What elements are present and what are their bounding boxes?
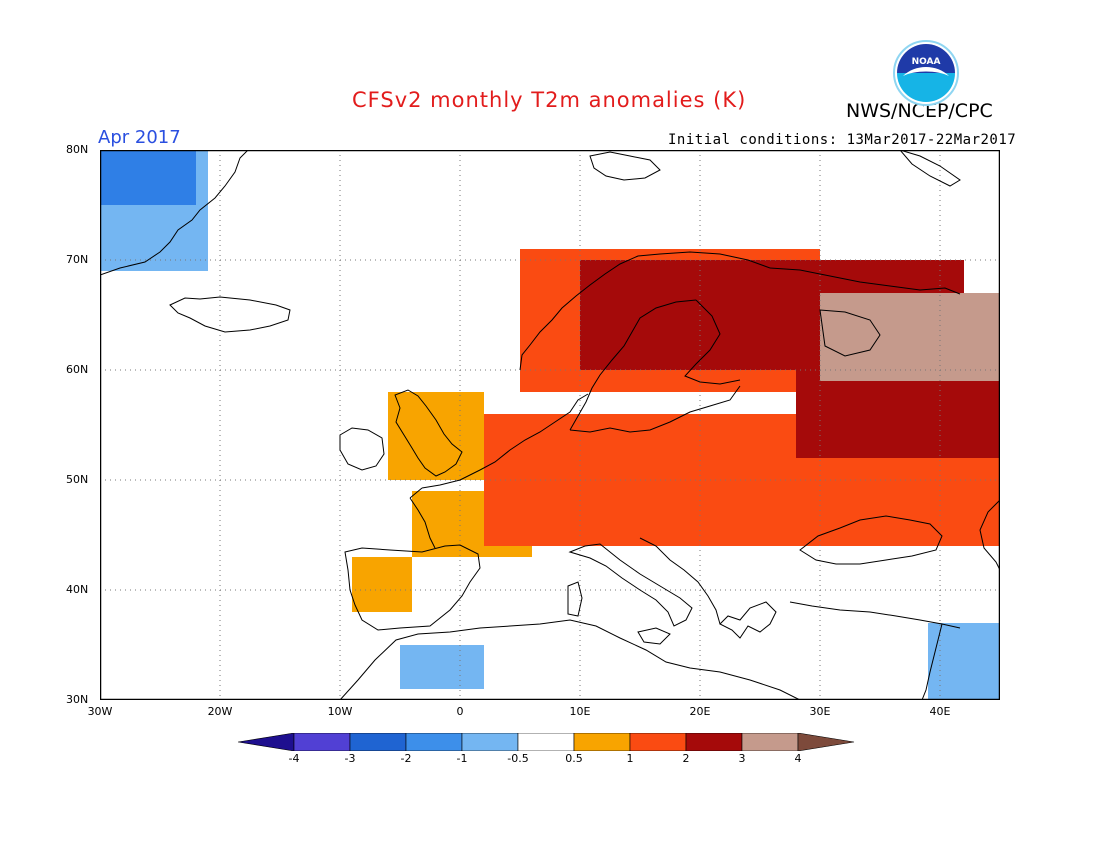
anomaly-region — [100, 150, 196, 205]
sardinia-outline — [567, 581, 583, 617]
longitude-tick-label: 30E — [809, 705, 831, 718]
iceland-outline — [169, 296, 291, 333]
colorbar-max-arrow — [797, 733, 855, 751]
noaa-logo-icon: NOAA — [893, 40, 959, 106]
latitude-tick-label: 60N — [66, 363, 89, 376]
latitude-tick-label: 40N — [66, 583, 89, 596]
iberia-outline — [344, 544, 481, 631]
turkey-south-coast — [789, 601, 961, 629]
adriatic-east-coast — [639, 537, 721, 625]
anomaly-map — [100, 150, 1000, 700]
latitude-tick-label: 30N — [66, 693, 89, 706]
colorbar-tick-label: -1 — [456, 752, 468, 765]
black-sea-outline — [799, 515, 943, 565]
biscay-coast — [409, 487, 436, 549]
colorbar-tick-label: -3 — [344, 752, 356, 765]
anomaly-region — [388, 392, 484, 480]
finland-coast — [684, 299, 741, 385]
longitude-tick-label: 30W — [87, 705, 113, 718]
map-frame — [100, 150, 1000, 700]
map-grid — [100, 150, 1000, 700]
colorbar-segment — [461, 733, 519, 751]
longitude-tick-label: 0 — [456, 705, 464, 718]
longitude-tick-label: 40E — [929, 705, 951, 718]
anomaly-region — [820, 293, 1000, 381]
kola-coast — [769, 267, 961, 295]
colorbar-tick-label: -0.5 — [507, 752, 529, 765]
colorbar-segment — [573, 733, 631, 751]
colorbar-tick-label: 2 — [682, 752, 690, 765]
greece-outline — [719, 601, 777, 639]
latitude-tick-label: 80N — [66, 143, 89, 156]
colorbar-segment — [349, 733, 407, 751]
colorbar-tick-label: 4 — [794, 752, 802, 765]
colorbar-segment — [685, 733, 743, 751]
colorbar-min-arrow — [238, 733, 295, 751]
latitude-tick-label: 50N — [66, 473, 89, 486]
great-britain-outline — [394, 389, 463, 477]
anomaly-region — [928, 623, 1000, 700]
colorbar-tick-label: 1 — [626, 752, 634, 765]
longitude-tick-label: 10W — [327, 705, 353, 718]
sweden-baltic-coast — [569, 299, 697, 431]
white-sea-coast — [819, 309, 881, 357]
novaya-zemlya-outline — [899, 150, 961, 187]
colorbar-tick-label: -4 — [288, 752, 300, 765]
colorbar-segment — [741, 733, 799, 751]
initial-conditions: Initial conditions: 13Mar2017-22Mar2017 — [668, 132, 1017, 148]
longitude-tick-label: 20E — [689, 705, 711, 718]
anomaly-region — [400, 645, 484, 689]
colorbar-segment — [517, 733, 575, 751]
agency-label: NWS/NCEP/CPC — [846, 100, 993, 122]
sicily-outline — [637, 627, 671, 645]
forecast-month: Apr 2017 — [98, 127, 181, 148]
anomaly-region — [352, 557, 412, 612]
colorbar-tick-label: 0.5 — [565, 752, 583, 765]
baltic-south-coast — [569, 385, 741, 433]
colorbar-segment — [405, 733, 463, 751]
colorbar-segment — [293, 733, 351, 751]
ireland-outline — [339, 427, 385, 471]
italy-outline — [568, 543, 693, 627]
north-africa-coast — [339, 619, 801, 700]
levant-coast — [921, 623, 943, 700]
caspian-west-coast — [979, 499, 1000, 571]
greenland-coast — [100, 150, 249, 276]
latitude-tick-label: 70N — [66, 253, 89, 266]
colorbar-segment — [629, 733, 687, 751]
france-coast — [421, 393, 589, 489]
svg-text:NOAA: NOAA — [912, 57, 941, 67]
chart-title: CFSv2 monthly T2m anomalies (K) — [352, 88, 747, 112]
norway-coast — [519, 251, 771, 371]
longitude-tick-label: 10E — [569, 705, 591, 718]
svalbard-outline — [589, 151, 661, 181]
colorbar — [238, 733, 855, 751]
longitude-tick-label: 20W — [207, 705, 233, 718]
colorbar-tick-label: -2 — [400, 752, 412, 765]
colorbar-tick-label: 3 — [738, 752, 746, 765]
coastlines — [100, 150, 1000, 700]
